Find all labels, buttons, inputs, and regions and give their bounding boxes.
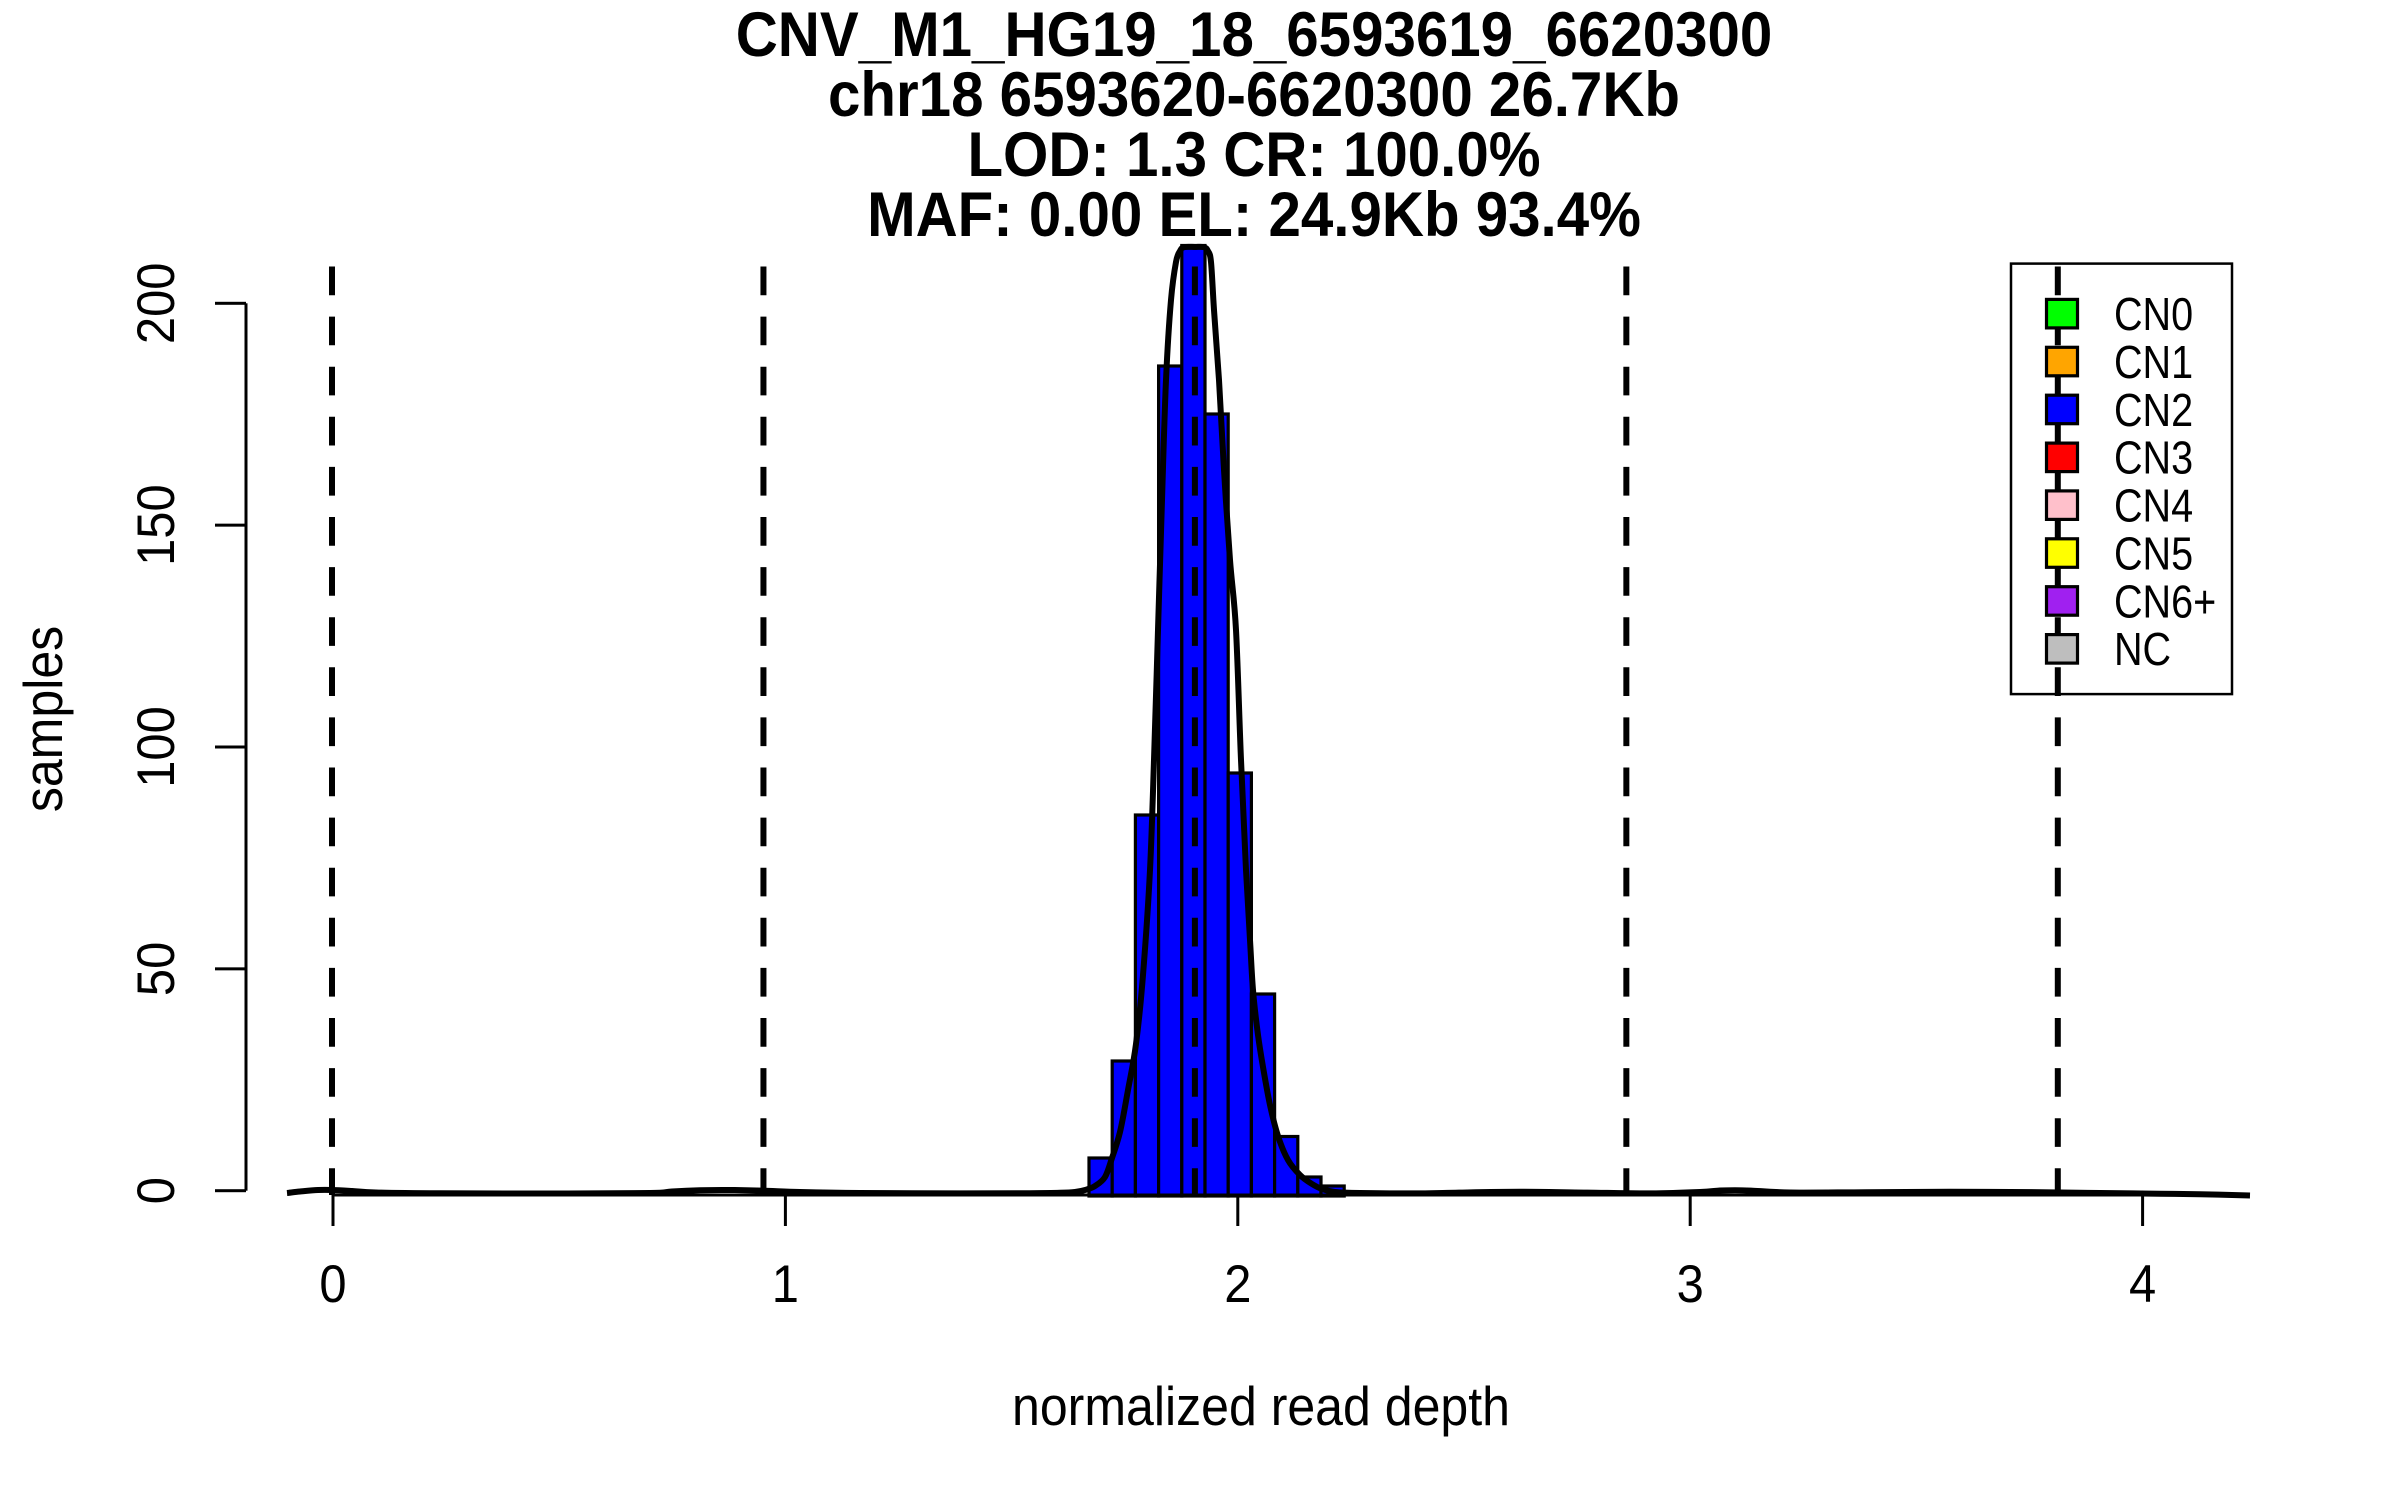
svg-text:MAF: 0.00 EL: 24.9Kb 93.4%: MAF: 0.00 EL: 24.9Kb 93.4% <box>867 179 1641 250</box>
svg-text:50: 50 <box>126 942 185 996</box>
svg-text:100: 100 <box>126 706 185 788</box>
svg-text:chr18 6593620-6620300 26.7Kb: chr18 6593620-6620300 26.7Kb <box>828 59 1680 130</box>
svg-text:CN1: CN1 <box>2114 337 2193 388</box>
svg-text:CNV_M1_HG19_18_6593619_6620300: CNV_M1_HG19_18_6593619_6620300 <box>736 0 1773 69</box>
svg-text:CN0: CN0 <box>2114 289 2193 340</box>
svg-text:CN6+: CN6+ <box>2114 577 2216 628</box>
svg-text:CN3: CN3 <box>2114 433 2193 484</box>
svg-text:3: 3 <box>1677 1254 1704 1313</box>
svg-text:CN5: CN5 <box>2114 529 2193 580</box>
svg-text:0: 0 <box>319 1254 346 1313</box>
svg-text:2: 2 <box>1224 1254 1251 1313</box>
svg-text:4: 4 <box>2129 1254 2156 1313</box>
svg-text:CN2: CN2 <box>2114 385 2193 436</box>
svg-text:CN4: CN4 <box>2114 481 2193 532</box>
svg-text:200: 200 <box>126 262 185 344</box>
svg-text:normalized read depth: normalized read depth <box>1012 1376 1510 1438</box>
svg-text:0: 0 <box>126 1177 185 1204</box>
svg-text:1: 1 <box>772 1254 799 1313</box>
svg-text:150: 150 <box>126 484 185 566</box>
svg-text:LOD: 1.3 CR: 100.0%: LOD: 1.3 CR: 100.0% <box>967 119 1540 190</box>
svg-text:samples: samples <box>13 626 75 812</box>
svg-text:NC: NC <box>2114 624 2171 675</box>
